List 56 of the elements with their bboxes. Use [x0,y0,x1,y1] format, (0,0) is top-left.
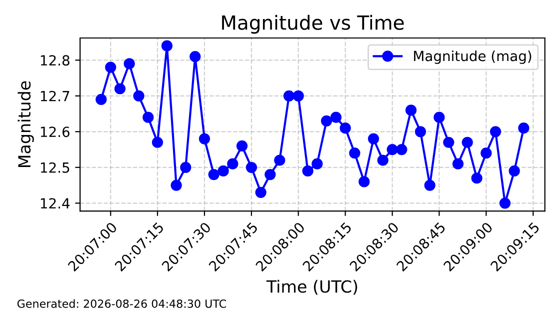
point [161,40,173,52]
y-axis-title: Magnitude [18,81,34,168]
point [208,168,220,180]
point [368,133,380,144]
point [227,158,238,170]
point [443,136,454,148]
text: Generated: 2026-08-26 04:48:30 UTC [17,299,226,308]
point [386,144,398,156]
point [434,112,445,123]
point [170,180,182,191]
point [340,122,351,134]
point [349,148,360,159]
point [480,148,492,159]
point [462,136,473,148]
point [452,158,464,170]
point [142,112,154,123]
point [424,180,436,191]
point [330,112,342,123]
point [377,154,388,166]
point [283,90,295,102]
point [264,168,276,180]
point [490,126,502,138]
point [274,154,286,166]
legend-label: Magnitude (mag) [414,50,532,64]
point [124,58,135,70]
point [152,136,164,148]
point [320,115,332,126]
y-tick-label: 12.6 [40,126,70,138]
point [105,62,116,73]
y-tick-label: 12.8 [40,55,70,66]
point [405,104,417,116]
point [302,165,314,177]
point [508,165,520,177]
point [396,144,408,156]
point [190,51,201,62]
point [255,186,266,198]
y-tick-label: 12.5 [40,162,70,173]
point [218,165,229,177]
point [292,90,304,102]
point [180,162,192,173]
point [312,158,323,170]
point [114,83,126,94]
x-axis-title: Time (UTC) [266,280,358,295]
y-tick-label: 12.7 [40,90,70,102]
point [358,176,370,188]
point [518,122,530,134]
point [471,172,482,184]
point [198,133,210,144]
chart-title: Magnitude vs Time [222,14,404,34]
point [246,162,258,173]
point [236,140,248,152]
point [414,126,426,138]
point [96,94,107,106]
point [499,198,511,209]
y-tick-label: 12.4 [40,198,70,208]
point [133,90,144,102]
